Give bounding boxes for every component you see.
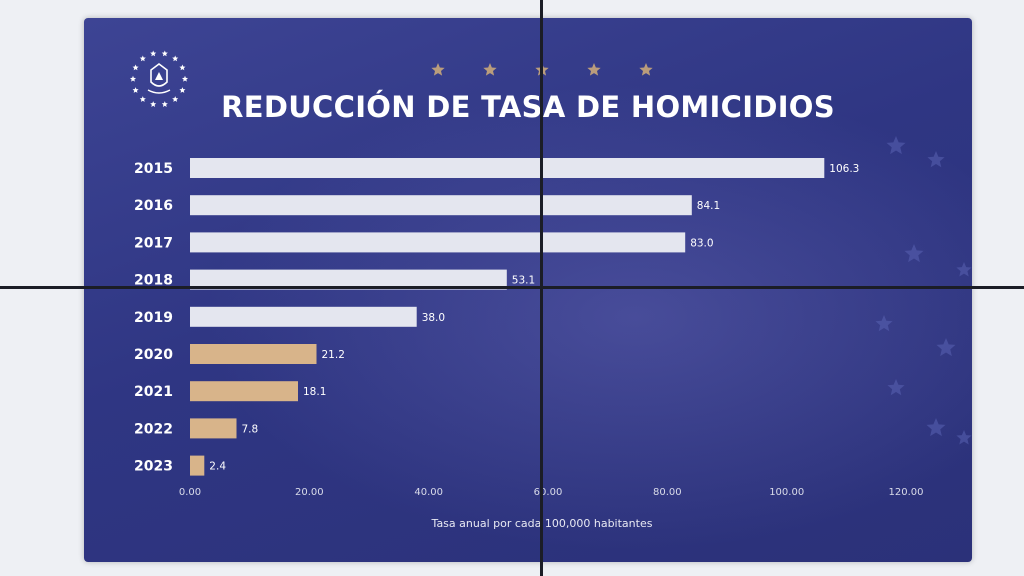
emblem-star (161, 101, 168, 107)
data-label: 106.3 (829, 163, 859, 175)
bar-2015 (190, 158, 825, 178)
chart-title: REDUCCIÓN DE TASA DE HOMICIDIOS (221, 90, 835, 124)
background-star (936, 338, 956, 357)
emblem-star (150, 50, 157, 57)
data-label: 2.4 (209, 461, 226, 473)
emblem-star (132, 64, 139, 71)
y-tick-label: 2016 (134, 198, 173, 214)
bar-2022 (190, 418, 237, 439)
data-label: 38.0 (422, 312, 445, 324)
bar-2021 (190, 381, 298, 402)
y-tick-label: 2019 (134, 310, 173, 326)
emblem-star (181, 75, 189, 82)
background-star (956, 430, 972, 445)
y-tick-label: 2020 (134, 347, 173, 363)
x-tick-label: 100.00 (769, 487, 804, 498)
data-label: 53.1 (512, 275, 535, 287)
decorative-star (431, 63, 445, 76)
background-star (887, 379, 905, 396)
x-tick-label: 20.00 (295, 487, 324, 498)
emblem-star (132, 87, 139, 93)
x-tick-label: 0.00 (179, 487, 201, 498)
bar-2018 (190, 269, 507, 290)
data-label: 18.1 (303, 386, 326, 398)
decorative-star (483, 63, 497, 76)
data-label: 84.1 (697, 200, 720, 212)
data-label: 83.0 (690, 237, 713, 249)
bar-2023 (190, 455, 205, 476)
y-tick-label: 2022 (134, 421, 173, 437)
x-tick-label: 40.00 (414, 487, 443, 498)
bar-2017 (190, 232, 686, 253)
decorative-stars-row (431, 63, 653, 76)
y-tick-label: 2021 (134, 384, 173, 400)
background-star (927, 151, 945, 168)
y-tick-label: 2015 (134, 161, 173, 177)
emblem-star (129, 75, 137, 82)
y-tick-label: 2017 (134, 235, 173, 251)
y-tick-label: 2018 (134, 273, 173, 289)
bar-2020 (190, 344, 317, 364)
x-tick-label: 80.00 (653, 487, 682, 498)
emblem-star (179, 64, 186, 71)
x-tick-label: 60.00 (534, 487, 563, 498)
background-star (886, 136, 906, 155)
data-label: 21.2 (322, 349, 345, 361)
background-star (956, 262, 972, 277)
background-star (904, 244, 924, 263)
emblem-star (172, 96, 179, 102)
presentation-screen: REDUCCIÓN DE TASA DE HOMICIDIOS 2015 2016… (84, 18, 972, 562)
y-tick-label: 2023 (134, 459, 173, 475)
emblem-star (139, 55, 146, 62)
decorative-star (587, 63, 601, 76)
background-star (926, 418, 946, 437)
bar-chart: 2015 2016 2017 2018 2019 2020 2021 2022 2023 106… (134, 136, 972, 530)
emblem-star (172, 55, 179, 62)
emblem-star (179, 87, 186, 93)
emblem-star (161, 50, 168, 57)
emblem-star (139, 96, 146, 102)
data-label: 7.8 (242, 423, 259, 435)
bar-2016 (190, 195, 692, 216)
decorative-star (639, 63, 653, 76)
el-salvador-coat-of-arms-icon (129, 50, 189, 107)
monitor-seam-horizontal (0, 286, 1024, 289)
emblem-star (150, 101, 157, 107)
bar-2019 (190, 306, 417, 327)
background-star (875, 315, 893, 332)
x-tick-label: 120.00 (889, 487, 924, 498)
